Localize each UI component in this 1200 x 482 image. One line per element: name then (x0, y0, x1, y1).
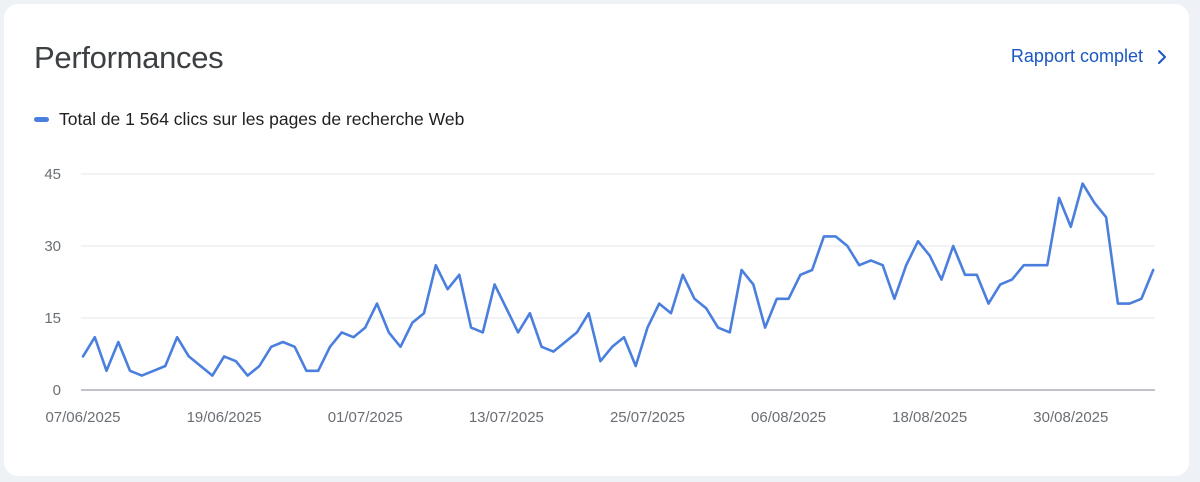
chevron-right-icon (1158, 49, 1166, 64)
x-tick-label: 13/07/2025 (469, 409, 544, 426)
full-report-link[interactable]: Rapport complet (1011, 46, 1167, 67)
y-tick-label: 0 (53, 382, 61, 399)
legend-swatch (34, 117, 49, 122)
x-tick-label: 30/08/2025 (1033, 409, 1108, 426)
y-tick-label: 15 (44, 310, 61, 327)
x-tick-label: 07/06/2025 (45, 409, 120, 426)
y-tick-label: 45 (44, 166, 61, 183)
full-report-label: Rapport complet (1010, 46, 1143, 66)
x-tick-label: 06/08/2025 (751, 409, 826, 426)
series-line (81, 182, 1155, 377)
x-tick-label: 19/06/2025 (187, 409, 262, 426)
chart-legend: Total de 1 564 clics sur les pages de re… (34, 109, 464, 130)
x-tick-label: 25/07/2025 (610, 409, 685, 426)
y-tick-label: 30 (44, 238, 61, 255)
x-tick-label: 18/08/2025 (892, 409, 967, 426)
performance-card: Performances Rapport complet Total de 1 … (4, 4, 1189, 476)
x-tick-label: 01/07/2025 (328, 409, 403, 426)
page-title: Performances (34, 40, 224, 75)
legend-label: Total de 1 564 clics sur les pages de re… (59, 109, 465, 129)
